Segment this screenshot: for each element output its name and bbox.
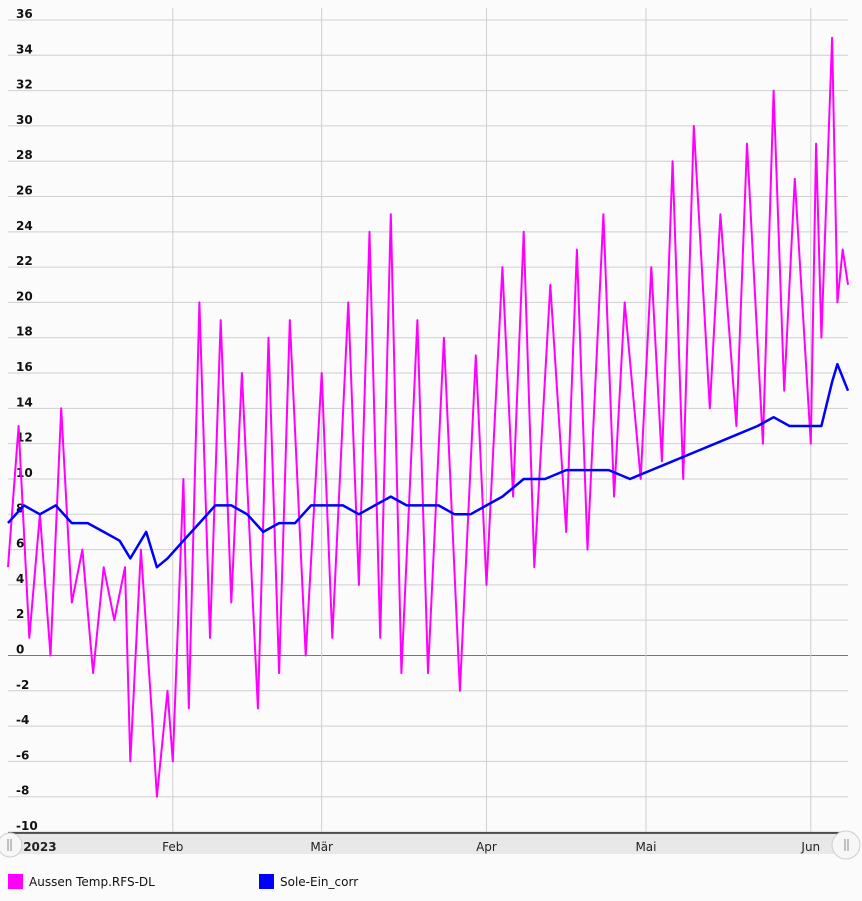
y-tick-label: 18	[16, 325, 33, 339]
y-tick-label: 16	[16, 360, 33, 374]
x-tick-label: Mai	[635, 840, 656, 854]
y-axis-ticks: 363432302826242220181614121086420-2-4-6-…	[16, 7, 38, 833]
legend-item-aussen-temp[interactable]: Aussen Temp.RFS-DL	[8, 874, 155, 889]
x-tick-label: Apr	[476, 840, 497, 854]
series-line-0	[7, 36, 849, 798]
legend-item-sole-ein[interactable]: Sole-Ein_corr	[259, 874, 358, 889]
y-tick-label: 32	[16, 78, 33, 92]
y-tick-label: 34	[16, 42, 33, 56]
plot-background	[8, 8, 848, 832]
x-tick-label: Feb	[162, 840, 183, 854]
y-tick-label: 20	[16, 289, 33, 303]
y-tick-label: 10	[16, 466, 33, 480]
legend-label-aussen-temp: Aussen Temp.RFS-DL	[29, 874, 155, 889]
navigator-right-handle[interactable]	[831, 830, 861, 860]
legend: Aussen Temp.RFS-DL Sole-Ein_corr	[0, 870, 862, 896]
y-tick-label: 2	[16, 607, 24, 621]
grid	[8, 8, 848, 833]
x-tick-label: Mär	[310, 840, 333, 854]
x-axis-ticks: 2023 Feb Mär Apr Mai Jun	[23, 840, 820, 854]
y-tick-label: -2	[16, 678, 29, 692]
line-chart: 363432302826242220181614121086420-2-4-6-…	[0, 7, 861, 860]
y-tick-label: -8	[16, 784, 29, 798]
y-tick-label: -4	[16, 713, 29, 727]
y-tick-label: 14	[16, 395, 33, 409]
navigator-bar[interactable]	[8, 834, 848, 854]
y-tick-label: 24	[16, 219, 33, 233]
navigator-left-handle[interactable]	[0, 832, 23, 858]
x-tick-label: Jun	[800, 840, 820, 854]
y-tick-label: 0	[16, 642, 24, 656]
x-tick-label: 2023	[23, 840, 56, 854]
y-tick-label: 30	[16, 113, 33, 127]
time-navigator[interactable]: 2023 Feb Mär Apr Mai Jun	[0, 830, 861, 860]
legend-swatch-aussen-temp	[8, 874, 23, 889]
legend-label-sole-ein: Sole-Ein_corr	[280, 874, 359, 889]
y-tick-label: 28	[16, 148, 33, 162]
y-tick-label: -6	[16, 748, 29, 762]
legend-swatch-sole-ein	[259, 874, 274, 889]
series-line-1	[7, 362, 850, 569]
y-tick-label: 36	[16, 7, 33, 21]
series-lines	[7, 36, 850, 798]
y-tick-label: 22	[16, 254, 33, 268]
y-tick-label: 6	[16, 537, 24, 551]
y-tick-label: 4	[16, 572, 24, 586]
y-tick-label: -10	[16, 819, 38, 833]
y-tick-label: 26	[16, 184, 33, 198]
